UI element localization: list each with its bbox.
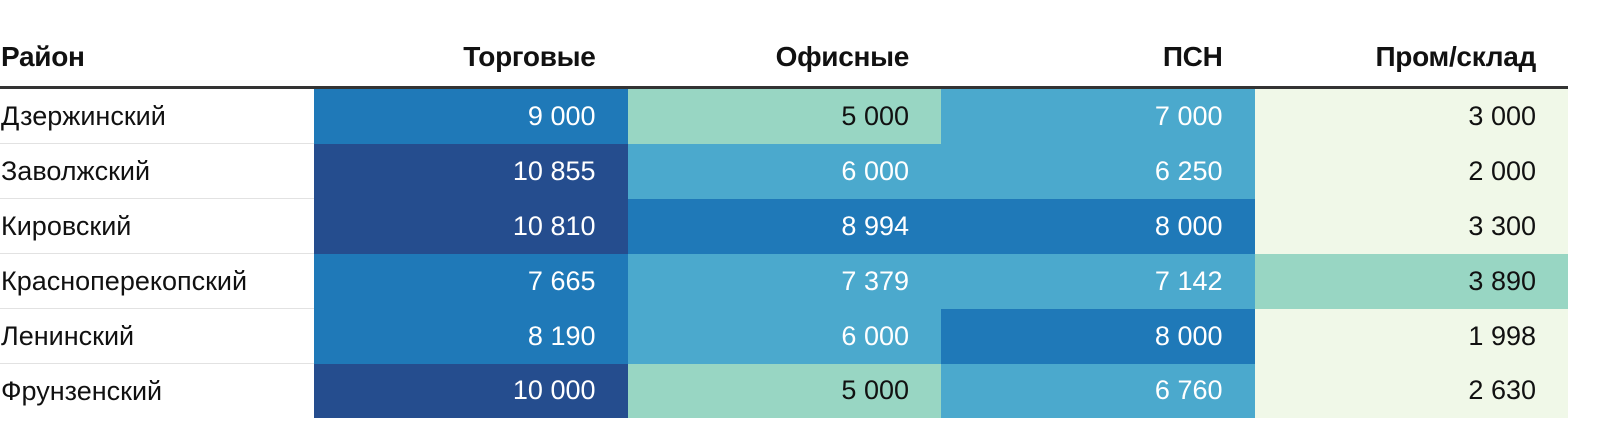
table-row: Заволжский 10 855 6 000 6 250 2 000	[0, 143, 1568, 199]
district-name: Красноперекопский	[0, 253, 314, 309]
column-header-district: Район	[0, 28, 314, 89]
district-name: Дзержинский	[0, 87, 314, 144]
column-header-office: Офисные	[627, 28, 941, 89]
cell-psn: 8 000	[941, 308, 1255, 364]
cell-industrial: 3 300	[1254, 198, 1568, 254]
column-header-retail: Торговые	[314, 28, 628, 89]
cell-industrial: 2 630	[1254, 363, 1568, 418]
cell-industrial: 3 000	[1254, 87, 1568, 144]
cell-office: 5 000	[627, 363, 941, 418]
table-row: Фрунзенский 10 000 5 000 6 760 2 630	[0, 363, 1568, 418]
cell-retail: 7 665	[314, 253, 628, 309]
cell-retail: 10 855	[314, 143, 628, 199]
table-row: Ленинский 8 190 6 000 8 000 1 998	[0, 308, 1568, 364]
cell-psn: 6 250	[941, 143, 1255, 199]
cell-office: 5 000	[627, 87, 941, 144]
cell-industrial: 2 000	[1254, 143, 1568, 199]
cell-psn: 6 760	[941, 363, 1255, 418]
cell-retail: 10 000	[314, 363, 628, 418]
table-row: Кировский 10 810 8 994 8 000 3 300	[0, 198, 1568, 254]
heatmap-table: Район Торговые Офисные ПСН Пром/склад Дз…	[0, 28, 1568, 418]
table-row: Дзержинский 9 000 5 000 7 000 3 000	[0, 87, 1568, 144]
district-name: Ленинский	[0, 308, 314, 364]
cell-office: 6 000	[627, 308, 941, 364]
cell-psn: 7 142	[941, 253, 1255, 309]
cell-office: 8 994	[627, 198, 941, 254]
cell-industrial: 3 890	[1254, 253, 1568, 309]
column-header-psn: ПСН	[941, 28, 1255, 89]
table-row: Красноперекопский 7 665 7 379 7 142 3 89…	[0, 253, 1568, 309]
cell-retail: 9 000	[314, 87, 628, 144]
cell-retail: 8 190	[314, 308, 628, 364]
column-header-industrial: Пром/склад	[1254, 28, 1568, 89]
cell-office: 7 379	[627, 253, 941, 309]
cell-psn: 7 000	[941, 87, 1255, 144]
district-name: Кировский	[0, 198, 314, 254]
district-name: Заволжский	[0, 143, 314, 199]
cell-retail: 10 810	[314, 198, 628, 254]
cell-office: 6 000	[627, 143, 941, 199]
cell-industrial: 1 998	[1254, 308, 1568, 364]
header-row: Район Торговые Офисные ПСН Пром/склад	[0, 28, 1568, 89]
cell-psn: 8 000	[941, 198, 1255, 254]
district-name: Фрунзенский	[0, 363, 314, 418]
